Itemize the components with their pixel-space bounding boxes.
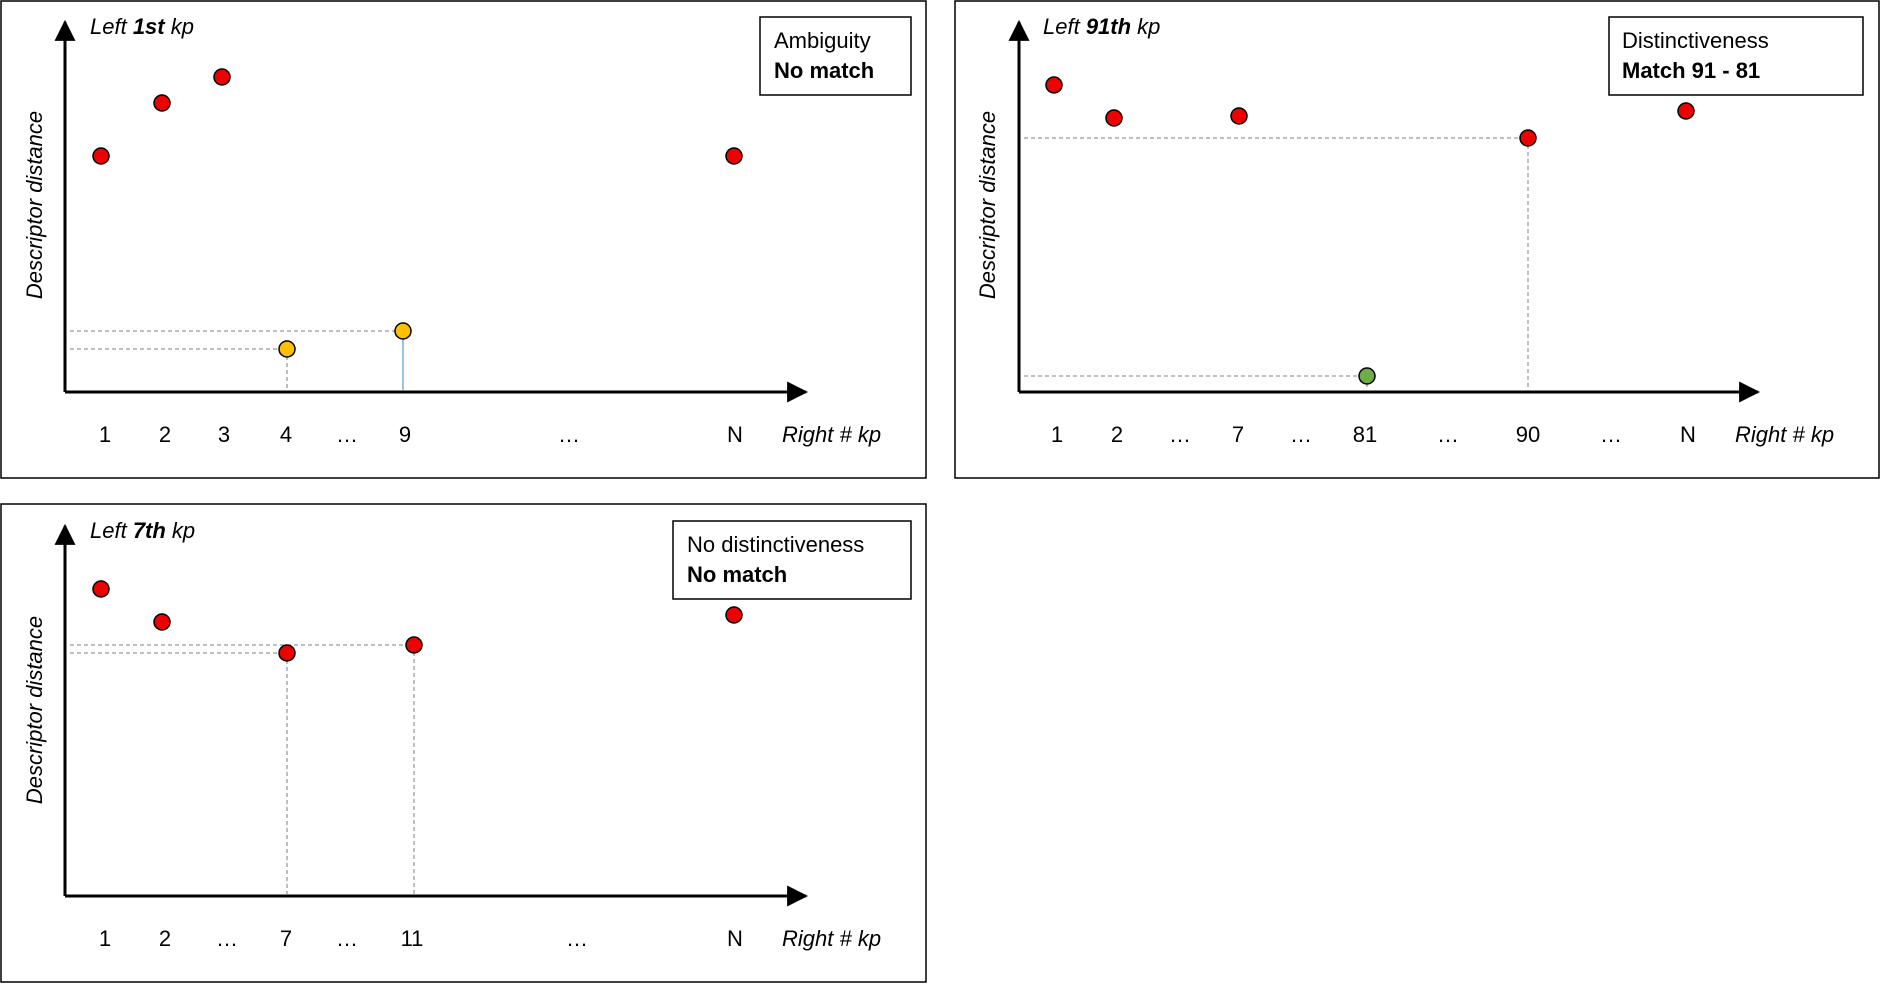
tick-label: 2 [1111, 422, 1123, 447]
y-axis-label: Descriptor distance [975, 111, 1000, 299]
status-label: Distinctiveness [1622, 28, 1769, 53]
panel-title: Left 7th kp [90, 518, 195, 543]
tick-label: … [1600, 422, 1622, 447]
tick-label: 2 [159, 926, 171, 951]
status-result: No match [774, 58, 874, 83]
data-point [279, 341, 295, 357]
tick-label: 90 [1516, 422, 1540, 447]
tick-label: 3 [218, 422, 230, 447]
data-point [406, 637, 422, 653]
tick-label: 4 [280, 422, 292, 447]
data-point [154, 614, 170, 630]
tick-label: … [216, 926, 238, 951]
data-point [214, 69, 230, 85]
tick-label: 7 [280, 926, 292, 951]
tick-label: N [1680, 422, 1696, 447]
tick-label: N [727, 926, 743, 951]
tick-label: … [1290, 422, 1312, 447]
tick-label: … [566, 926, 588, 951]
x-axis-label: Right # kp [782, 926, 881, 951]
data-point [93, 148, 109, 164]
data-point [726, 148, 742, 164]
tick-label: 1 [99, 926, 111, 951]
panel-1st-kp: Left 1st kp Descriptor distance Right # … [1, 1, 926, 478]
panel-title: Left 91th kp [1043, 14, 1160, 39]
tick-label: … [336, 422, 358, 447]
tick-label: 2 [159, 422, 171, 447]
data-point [726, 607, 742, 623]
data-point [395, 323, 411, 339]
tick-label: 7 [1232, 422, 1244, 447]
status-result: Match 91 - 81 [1622, 58, 1760, 83]
tick-label: 1 [99, 422, 111, 447]
data-point [93, 581, 109, 597]
tick-label: N [727, 422, 743, 447]
y-axis-label: Descriptor distance [22, 111, 47, 299]
data-point [1106, 110, 1122, 126]
x-axis-label: Right # kp [1735, 422, 1834, 447]
panel-91th-kp: Left 91th kp Descriptor distance Right #… [955, 1, 1879, 478]
tick-label: … [558, 422, 580, 447]
data-point [1359, 368, 1375, 384]
tick-label: 11 [401, 926, 424, 951]
data-point [1231, 108, 1247, 124]
tick-label: 9 [399, 422, 411, 447]
x-axis-label: Right # kp [782, 422, 881, 447]
panel-7th-kp: Left 7th kp Descriptor distance Right # … [1, 504, 926, 982]
tick-label: … [1437, 422, 1459, 447]
y-axis-label: Descriptor distance [22, 616, 47, 804]
panel-title: Left 1st kp [90, 14, 194, 39]
data-point [154, 95, 170, 111]
data-point [1046, 77, 1062, 93]
tick-label: … [1169, 422, 1191, 447]
data-point [279, 645, 295, 661]
status-result: No match [687, 562, 787, 587]
status-label: Ambiguity [774, 28, 871, 53]
data-point [1520, 130, 1536, 146]
status-label: No distinctiveness [687, 532, 864, 557]
tick-label: 1 [1051, 422, 1063, 447]
data-point [1678, 103, 1694, 119]
tick-label: … [336, 926, 358, 951]
tick-label: 81 [1353, 422, 1377, 447]
